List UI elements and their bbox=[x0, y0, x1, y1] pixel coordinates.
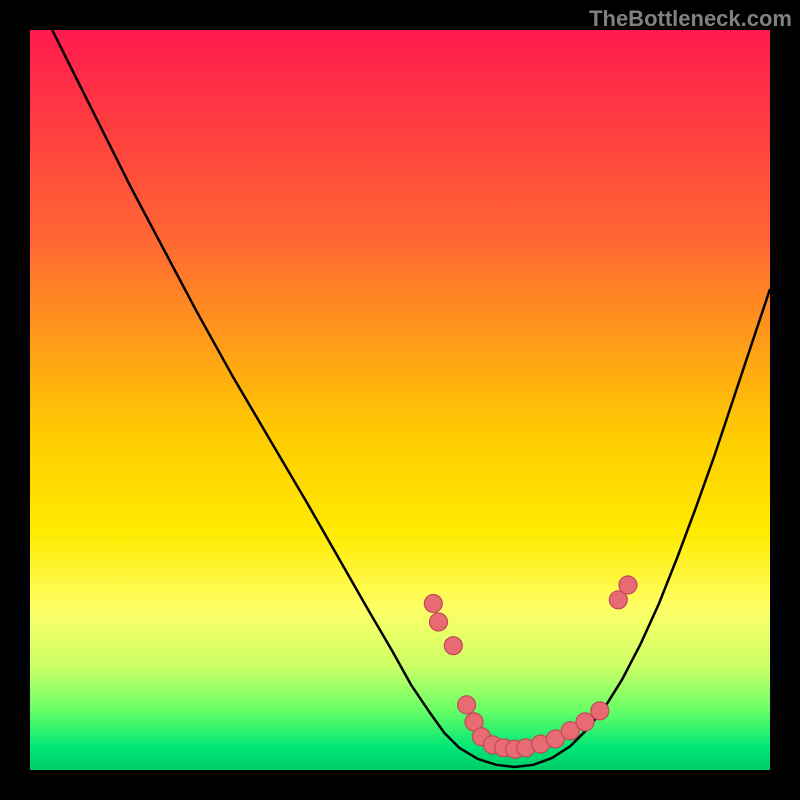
data-marker bbox=[619, 576, 637, 594]
data-marker bbox=[576, 713, 594, 731]
data-marker bbox=[591, 702, 609, 720]
data-marker bbox=[458, 696, 476, 714]
chart-background bbox=[30, 30, 770, 770]
data-marker bbox=[424, 595, 442, 613]
data-marker bbox=[429, 613, 447, 631]
chart-container: TheBottleneck.com bbox=[0, 0, 800, 800]
chart-plot-area bbox=[30, 30, 770, 770]
watermark-text: TheBottleneck.com bbox=[589, 6, 792, 32]
data-marker bbox=[444, 637, 462, 655]
